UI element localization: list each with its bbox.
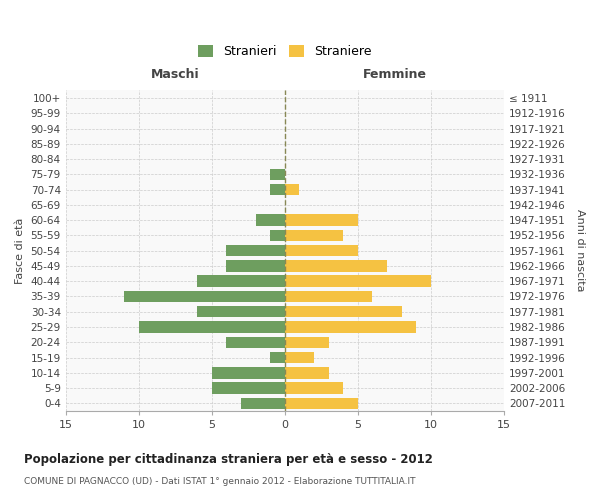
Bar xyxy=(270,230,285,241)
Bar xyxy=(285,306,401,318)
Text: Femmine: Femmine xyxy=(362,68,427,81)
Y-axis label: Fasce di età: Fasce di età xyxy=(15,218,25,284)
Bar xyxy=(197,306,285,318)
Legend: Stranieri, Straniere: Stranieri, Straniere xyxy=(198,46,371,59)
Bar xyxy=(226,245,285,256)
Y-axis label: Anni di nascita: Anni di nascita xyxy=(575,210,585,292)
Bar xyxy=(212,367,285,378)
Bar xyxy=(270,184,285,196)
Bar xyxy=(285,245,358,256)
Text: Popolazione per cittadinanza straniera per età e sesso - 2012: Popolazione per cittadinanza straniera p… xyxy=(24,452,433,466)
Text: Maschi: Maschi xyxy=(151,68,200,81)
Bar xyxy=(241,398,285,409)
Bar xyxy=(285,214,358,226)
Bar xyxy=(124,290,285,302)
Bar xyxy=(256,214,285,226)
Bar xyxy=(270,352,285,364)
Bar xyxy=(212,382,285,394)
Text: COMUNE DI PAGNACCO (UD) - Dati ISTAT 1° gennaio 2012 - Elaborazione TUTTITALIA.I: COMUNE DI PAGNACCO (UD) - Dati ISTAT 1° … xyxy=(24,478,415,486)
Bar xyxy=(285,367,329,378)
Bar xyxy=(197,276,285,287)
Bar xyxy=(285,322,416,332)
Bar xyxy=(285,230,343,241)
Bar xyxy=(285,184,299,196)
Bar xyxy=(285,276,431,287)
Bar xyxy=(285,336,329,348)
Bar xyxy=(226,336,285,348)
Bar xyxy=(285,260,387,272)
Bar xyxy=(270,168,285,180)
Bar xyxy=(285,352,314,364)
Bar xyxy=(226,260,285,272)
Bar xyxy=(285,290,373,302)
Bar xyxy=(285,398,358,409)
Bar xyxy=(139,322,285,332)
Bar xyxy=(285,382,343,394)
